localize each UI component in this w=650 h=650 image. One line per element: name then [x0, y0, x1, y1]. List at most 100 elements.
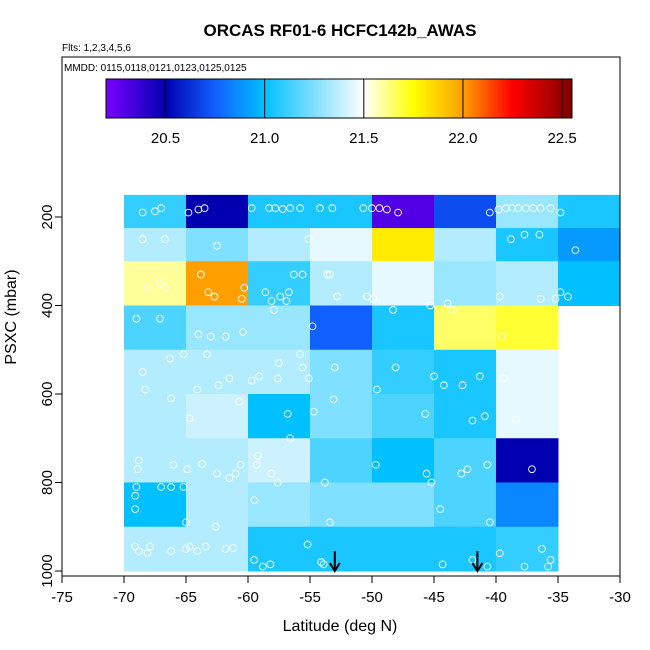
sample-point	[182, 518, 190, 527]
sample-point	[278, 205, 287, 213]
sample-point	[333, 292, 342, 301]
heatmap-cell	[248, 305, 311, 351]
sample-point	[296, 204, 304, 213]
sample-point	[250, 496, 259, 505]
x-tick-label: -75	[51, 589, 73, 606]
sample-point	[255, 372, 264, 381]
heatmap-cell	[186, 482, 249, 528]
sample-point	[325, 518, 334, 527]
heatmap-cell	[372, 228, 435, 262]
sample-point	[185, 542, 194, 551]
sample-point	[221, 545, 230, 553]
sample-point	[421, 410, 430, 418]
sample-point	[225, 374, 234, 383]
sample-point	[546, 204, 555, 213]
heatmap-cell	[558, 194, 621, 229]
sample-point	[185, 414, 194, 423]
colorbar-tick-label: 22.0	[448, 130, 477, 147]
sample-point	[571, 246, 580, 255]
heatmap-cell	[310, 261, 373, 306]
sample-point	[138, 208, 147, 217]
heatmap-cell	[124, 438, 187, 483]
sample-point	[266, 560, 275, 569]
y-tick-label: 800	[39, 470, 56, 495]
arrow-head	[471, 562, 484, 573]
sample-point	[521, 204, 530, 213]
x-axis: -75 -70 -65 -60 -55 -50 -45 -40 -35 -30	[51, 576, 631, 606]
sample-point	[211, 522, 220, 531]
sample-point	[495, 549, 504, 558]
colorbar-tick-label: 20.5	[151, 130, 180, 147]
sample-point	[282, 297, 291, 305]
heatmap-cells	[124, 194, 621, 572]
sample-point	[201, 542, 210, 551]
sample-point	[529, 204, 538, 213]
sample-point	[275, 359, 283, 367]
sample-point	[422, 469, 431, 478]
sample-point	[182, 545, 190, 553]
sample-point	[494, 205, 503, 214]
sample-point	[132, 483, 141, 491]
sample-point	[480, 412, 489, 420]
sample-point	[321, 478, 329, 487]
sample-point	[359, 204, 368, 213]
sample-point	[329, 395, 338, 404]
heatmap-cell	[124, 194, 187, 229]
sample-point	[143, 283, 152, 292]
sample-point	[135, 547, 143, 555]
sample-point	[161, 235, 169, 243]
heatmap-cell	[186, 394, 249, 439]
sample-point	[179, 350, 188, 359]
sample-point	[157, 483, 166, 491]
sample-point	[169, 460, 178, 469]
sample-point	[184, 208, 193, 217]
heatmap-cell	[186, 526, 249, 572]
sample-point	[520, 562, 529, 571]
sample-point	[167, 394, 175, 403]
x-tick-label: -65	[175, 589, 197, 606]
sample-point	[141, 385, 149, 394]
sample-point	[546, 556, 555, 564]
sample-point	[323, 270, 332, 279]
sample-point	[204, 288, 213, 297]
sample-point	[485, 518, 494, 527]
heatmap-cell	[248, 228, 311, 262]
y-tick-label: 1000	[39, 554, 56, 587]
sample-point	[499, 374, 508, 383]
colorbar-ticks: 20.5 21.0 21.5 22.0 22.5	[151, 79, 577, 147]
sample-point	[483, 562, 492, 571]
sample-point	[457, 469, 466, 478]
y-tick-label: 600	[39, 381, 56, 406]
heatmap-cell	[372, 526, 435, 572]
sample-point	[514, 204, 523, 213]
heatmap-cell	[124, 305, 187, 351]
y-axis: 200 400 600 800 1000	[39, 204, 62, 588]
y-axis-label: PSXC (mbar)	[3, 269, 20, 364]
sample-point	[273, 374, 282, 383]
sample-point	[286, 434, 295, 443]
sample-point	[286, 204, 295, 213]
sample-point	[476, 372, 484, 381]
x-tick-label: -60	[237, 589, 259, 606]
sample-point	[273, 478, 282, 487]
x-tick-label: -35	[547, 589, 569, 606]
heatmap-cell	[372, 194, 435, 229]
sample-point	[368, 204, 376, 213]
sample-point	[203, 350, 211, 359]
x-axis-label: Latitude (deg N)	[283, 618, 398, 635]
sample-point	[391, 363, 400, 372]
sample-point	[536, 204, 545, 213]
heatmap-cell	[186, 349, 249, 395]
sample-point	[213, 469, 221, 478]
sample-point	[133, 465, 142, 474]
sample-point	[146, 542, 154, 551]
x-tick-label: -45	[423, 589, 445, 606]
mmdd-label: MMDD: 0115,0118,0121,0123,0125,0125	[64, 63, 247, 74]
sample-point	[210, 292, 219, 301]
sample-point	[427, 478, 436, 487]
sample-point	[528, 465, 536, 474]
sample-point	[237, 295, 246, 303]
sample-point	[290, 270, 298, 279]
heatmap-cell	[372, 349, 435, 395]
